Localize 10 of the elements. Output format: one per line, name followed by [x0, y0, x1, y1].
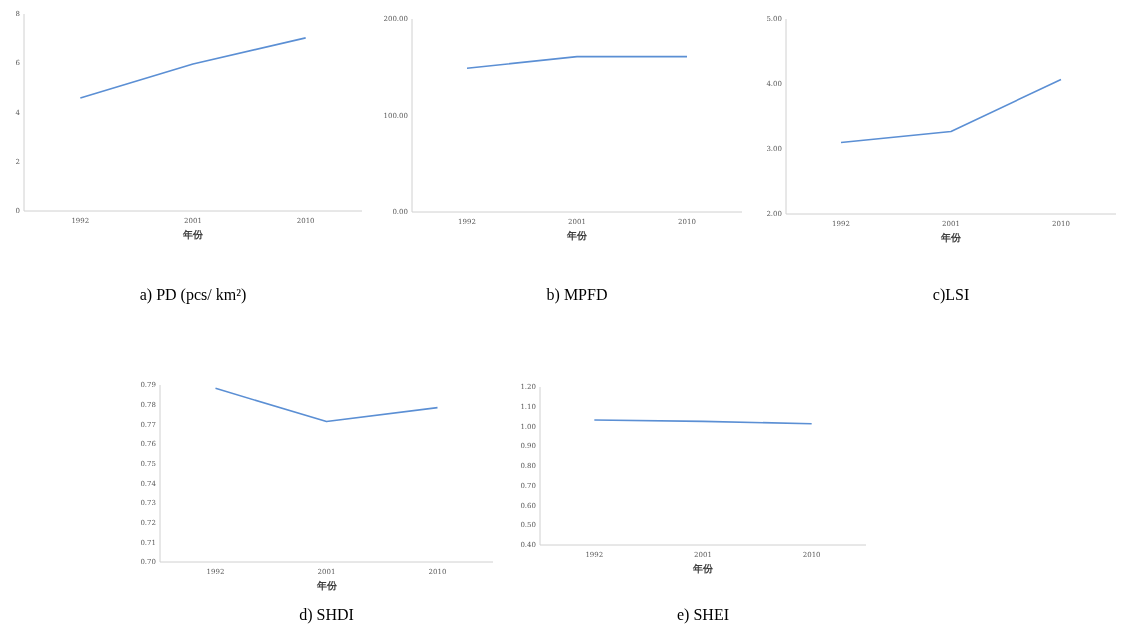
text: d) SHDI	[299, 606, 354, 624]
text: c)LSI	[932, 286, 970, 304]
x-axis-title: 年份	[566, 230, 588, 241]
x-axis-title: 年份	[692, 563, 714, 574]
x-axis-title: 年份	[940, 232, 962, 243]
text: b) MPFD	[546, 286, 608, 304]
x-axis-title: 年份	[315, 580, 338, 591]
x-axis-title: 年份	[182, 229, 204, 240]
text: a) PD (pcs/ km²)	[139, 286, 247, 304]
text: e) SHEI	[677, 606, 729, 624]
